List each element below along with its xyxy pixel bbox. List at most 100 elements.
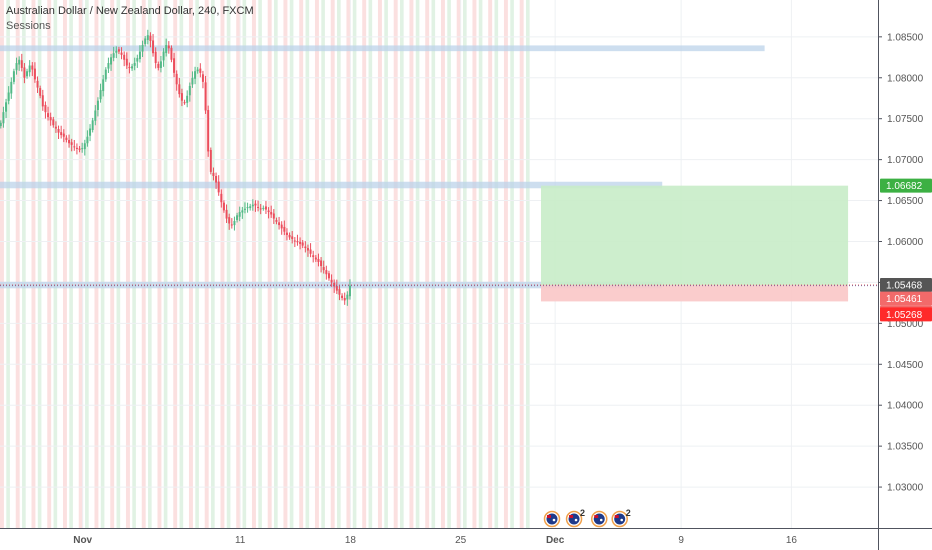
session-band-green bbox=[415, 0, 420, 528]
session-band-red bbox=[125, 0, 130, 528]
candle-body bbox=[41, 95, 44, 107]
candle-body bbox=[194, 71, 197, 79]
session-band-red bbox=[440, 0, 445, 528]
candle-body bbox=[348, 285, 351, 297]
long-position-tool[interactable] bbox=[540, 185, 849, 302]
candle-body bbox=[62, 133, 65, 137]
candle-body bbox=[238, 212, 241, 217]
candle-body bbox=[162, 51, 165, 61]
x-tick-label: 9 bbox=[678, 535, 684, 546]
session-band-green bbox=[116, 0, 121, 528]
candle-body bbox=[257, 206, 260, 208]
candle-body bbox=[335, 286, 338, 291]
target-price-tag-label: 1.06682 bbox=[886, 181, 923, 192]
session-band-red bbox=[0, 0, 4, 528]
session-band-green bbox=[85, 0, 89, 528]
candle-body bbox=[49, 117, 52, 121]
candle-body bbox=[12, 71, 15, 82]
price-line-tag-bg bbox=[880, 291, 932, 306]
candle-body bbox=[178, 84, 181, 95]
session-band-red bbox=[62, 0, 67, 528]
candle-body bbox=[341, 295, 344, 298]
profit-zone bbox=[540, 185, 849, 286]
candle-body bbox=[31, 65, 34, 70]
candle-body bbox=[91, 120, 94, 130]
session-band-green bbox=[305, 0, 310, 528]
y-tick-label: 1.06000 bbox=[887, 237, 924, 248]
candle-body bbox=[322, 267, 325, 271]
price-line-tag: 1.05461 bbox=[880, 291, 932, 306]
candle-body bbox=[146, 35, 149, 40]
candle-body bbox=[99, 90, 102, 100]
session-band-red bbox=[519, 0, 524, 528]
candle-body bbox=[94, 110, 97, 121]
candle-body bbox=[243, 208, 246, 210]
indicator-label-sessions[interactable]: Sessions bbox=[6, 20, 51, 32]
candle-body bbox=[204, 82, 207, 111]
flag-union bbox=[614, 515, 619, 518]
session-band-red bbox=[157, 0, 162, 528]
price-lines bbox=[0, 284, 878, 287]
session-band-red bbox=[488, 0, 493, 528]
candle-body bbox=[117, 49, 120, 52]
candle-body bbox=[128, 66, 131, 68]
australia-flag-icon[interactable]: 2 bbox=[565, 508, 586, 528]
flag-star bbox=[552, 518, 556, 522]
event-count: 2 bbox=[580, 508, 585, 518]
y-tick-label: 1.05000 bbox=[887, 319, 924, 330]
candle-body bbox=[44, 104, 47, 113]
candle-body bbox=[304, 246, 307, 249]
candle-body bbox=[68, 139, 71, 144]
candle-body bbox=[325, 270, 328, 275]
candle-body bbox=[275, 220, 278, 222]
time-axis-bg bbox=[0, 528, 932, 550]
chart-grid bbox=[0, 0, 878, 528]
candle-body bbox=[70, 142, 73, 145]
target-price-tag-bg bbox=[880, 178, 932, 193]
candle-body bbox=[228, 217, 231, 224]
session-band-green bbox=[321, 0, 325, 528]
resistance-zone-mid bbox=[0, 181, 663, 189]
candle-body bbox=[5, 102, 8, 112]
candle-body bbox=[186, 95, 189, 103]
last-price-tag: 1.05468 bbox=[880, 278, 932, 293]
candle-body bbox=[15, 63, 18, 71]
session-band-green bbox=[211, 0, 215, 528]
candle-body bbox=[131, 66, 134, 69]
candle-body bbox=[78, 148, 81, 150]
candle-body bbox=[267, 210, 270, 213]
session-band-green bbox=[53, 0, 58, 528]
candle-body bbox=[115, 50, 118, 53]
session-band-red bbox=[362, 0, 367, 528]
australia-flag-icon[interactable] bbox=[543, 510, 561, 528]
session-band-red bbox=[346, 0, 351, 528]
candle-body bbox=[288, 234, 291, 238]
price-axis-bg bbox=[878, 0, 932, 550]
candle-body bbox=[251, 204, 254, 207]
stop-price-tag-bg bbox=[880, 307, 932, 322]
session-band-red bbox=[251, 0, 256, 528]
candle-body bbox=[201, 74, 204, 82]
candle-body bbox=[175, 73, 178, 85]
candle-body bbox=[173, 58, 176, 73]
candle-body bbox=[285, 232, 288, 235]
candle-body bbox=[280, 224, 283, 229]
candle-body bbox=[306, 248, 309, 251]
session-band-green bbox=[478, 0, 483, 528]
australia-flag-icon[interactable] bbox=[590, 510, 608, 528]
y-tick-label: 1.03000 bbox=[887, 483, 924, 494]
australia-flag-icon[interactable]: 2 bbox=[611, 508, 631, 528]
session-band-green bbox=[258, 0, 262, 528]
candle-body bbox=[338, 289, 341, 295]
candle-body bbox=[330, 279, 333, 283]
session-band-green bbox=[526, 0, 530, 528]
session-band-red bbox=[204, 0, 209, 528]
candle-body bbox=[246, 207, 249, 209]
candle-body bbox=[249, 206, 252, 209]
candle-body bbox=[60, 132, 63, 136]
candle-body bbox=[165, 45, 168, 54]
session-band-green bbox=[384, 0, 388, 528]
